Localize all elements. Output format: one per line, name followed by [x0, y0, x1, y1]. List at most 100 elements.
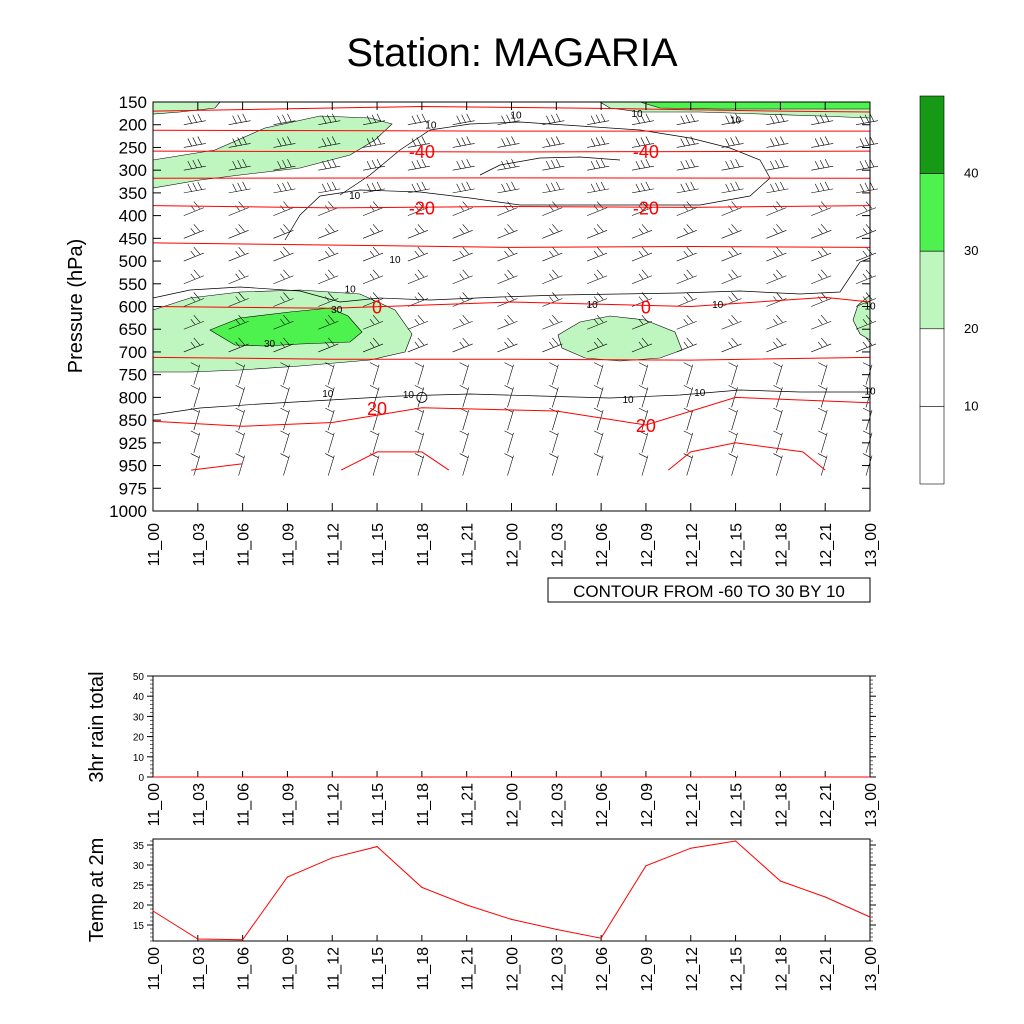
wind-barb — [811, 337, 832, 353]
wind-barb — [587, 246, 608, 262]
wind-barb — [855, 224, 877, 239]
x-tick-label: 12_09 — [639, 783, 656, 828]
wind-contour-label: 10 — [345, 284, 357, 295]
wind-contour-label: 10 — [510, 111, 522, 122]
x-tick-label: 11_12 — [325, 947, 342, 990]
colorbar-label: 40 — [964, 166, 978, 181]
temp-data-point — [242, 939, 244, 941]
wind-barb — [855, 159, 879, 171]
temp-data-point — [510, 918, 513, 921]
wind-barb — [228, 269, 249, 285]
y-tick-label: 25 — [133, 881, 145, 892]
wind-contour-label: 10 — [322, 389, 334, 400]
wind-barb — [459, 407, 469, 431]
x-tick-label: 11_09 — [280, 783, 297, 826]
x-tick-label: 12_12 — [684, 947, 701, 992]
wind-contour-label: 10 — [403, 390, 415, 401]
temp-data-point — [152, 910, 154, 912]
wind-barb — [587, 292, 608, 307]
wind-barb — [407, 136, 430, 148]
temp-data-point — [734, 840, 737, 842]
wind-barb — [728, 430, 738, 453]
temp-axes: 15 20 25 30 35 11_00 11_03 11_06 11_09 11_12 11_15… — [133, 840, 880, 992]
wind-barb — [728, 385, 738, 408]
wind-barb — [631, 337, 653, 353]
y-tick-label: 40 — [133, 692, 145, 703]
wind-barb — [721, 337, 742, 353]
wind-barb — [721, 136, 744, 148]
pressure-tick-label: 150 — [119, 93, 147, 112]
time-tick-label: 12_06 — [594, 523, 611, 568]
wind-barb — [542, 159, 565, 171]
wind-barb — [235, 407, 245, 431]
wind-barb — [273, 201, 294, 216]
pressure-tick-label: 600 — [119, 298, 147, 317]
pressure-tick-label: 250 — [119, 138, 147, 157]
x-tick-label: 12_21 — [818, 783, 835, 828]
wind-barb — [587, 181, 610, 194]
wind-barb — [407, 181, 430, 194]
wind-contour-label: 10 — [694, 388, 706, 399]
pressure-axis-title: Pressure (hPa) — [65, 239, 87, 374]
wind-barb — [369, 430, 380, 453]
y-tick-label: 30 — [133, 861, 145, 872]
wind-barb — [452, 337, 473, 353]
wind-barb — [504, 407, 514, 431]
wind-barb — [497, 224, 518, 239]
pressure-tick-label: 1000 — [109, 502, 147, 521]
wind-contour-line — [152, 389, 870, 416]
wind-barb — [811, 224, 832, 239]
wind-barb — [325, 385, 335, 408]
y-tick-label: 50 — [133, 672, 145, 683]
wind-barb — [676, 201, 697, 216]
wind-barb — [190, 362, 201, 385]
wind-barb — [811, 159, 834, 171]
wind-barb — [407, 246, 428, 262]
wind-barb — [766, 315, 787, 330]
x-tick-label: 12_18 — [773, 947, 790, 992]
wind-barb — [766, 292, 787, 307]
wind-barb — [318, 201, 339, 216]
wind-barb — [452, 159, 475, 171]
colorbar-box — [919, 95, 945, 174]
pressure-axis: 1502002503003504004505005506006507007508… — [109, 93, 870, 521]
wind-barb — [638, 453, 649, 476]
temp-series-line — [152, 840, 871, 941]
wind-contour-label: 10 — [730, 115, 742, 126]
wind-barb — [721, 201, 742, 216]
wind-barb — [811, 292, 832, 307]
x-tick-label: 12_06 — [594, 947, 611, 992]
wind-barb — [721, 315, 742, 330]
wind-barb — [228, 136, 251, 148]
contour-info-box — [547, 577, 871, 603]
wind-barb — [766, 269, 787, 285]
temperature-contour-label: -40 — [409, 142, 435, 162]
temperature-contour-line — [152, 296, 871, 309]
wind-barb — [504, 385, 514, 408]
temperature-contour-label: -40 — [633, 142, 659, 162]
wind-barb — [587, 315, 608, 330]
wind-contour-label: 30 — [331, 305, 343, 316]
wind-barb — [683, 453, 694, 476]
temperature-contour-line — [152, 356, 871, 361]
wind-barb — [542, 315, 563, 330]
wind-barb — [587, 337, 608, 353]
wind-barb — [273, 136, 296, 148]
wind-barb — [228, 159, 251, 171]
pressure-tick-label: 200 — [119, 116, 147, 135]
wind-barb — [497, 337, 518, 353]
wind-barb — [721, 113, 744, 126]
wind-barb — [497, 136, 520, 148]
temperature-contour-labels: -40 -40 -20 -20 0 0 20 20 — [367, 142, 659, 436]
x-tick-label: 12_00 — [505, 947, 522, 992]
temperature-contour-label: 0 — [641, 298, 651, 318]
temp-data-point — [331, 857, 333, 859]
x-tick-label: 11_00 — [146, 783, 163, 826]
wind-barb — [235, 362, 245, 385]
wind-barb — [459, 453, 469, 476]
shade-region-center — [557, 315, 683, 362]
shade-region-top-right-core — [639, 101, 871, 110]
pressure-tick-label: 500 — [119, 252, 147, 271]
wind-barb — [280, 430, 290, 453]
colorbar-box — [919, 250, 945, 330]
